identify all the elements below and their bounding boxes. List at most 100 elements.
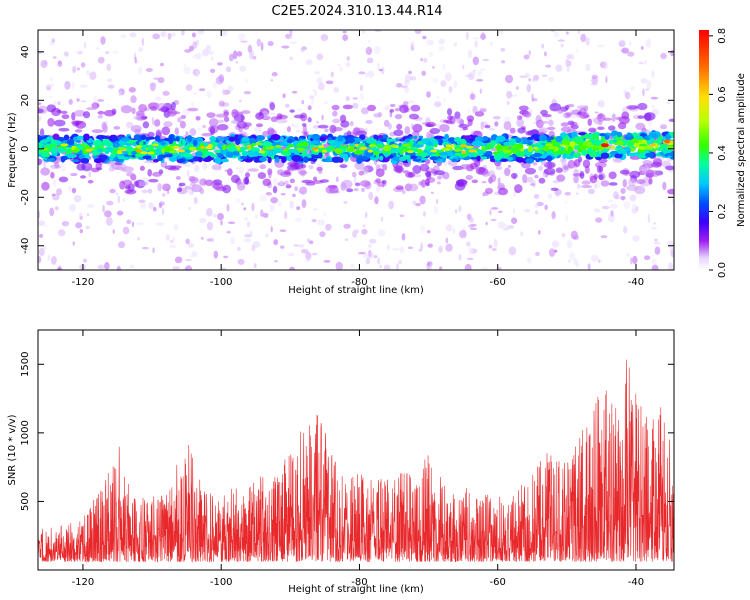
heatmap-band-cell: [67, 153, 72, 159]
heatmap-hotspot: [60, 143, 69, 147]
heatmap-halo-cell: [178, 182, 186, 187]
heatmap-band-cell: [255, 134, 266, 141]
heatmap-speck: [188, 206, 191, 210]
heatmap-halo-cell: [248, 168, 259, 172]
heatmap-speck: [311, 89, 316, 92]
heatmap-speck: [668, 262, 674, 270]
heatmap-speck: [252, 55, 257, 60]
heatmap-band-cell: [434, 135, 442, 140]
heatmap-speck: [408, 70, 412, 75]
heatmap-halo-cell: [294, 186, 299, 192]
heatmap-speck: [462, 64, 465, 70]
snr-x-axis-label: Height of straight line (km): [288, 584, 424, 595]
heatmap-speck: [404, 86, 409, 94]
heatmap-band-cell: [41, 151, 49, 158]
heatmap-band-cell: [365, 137, 376, 144]
heatmap-band-cell: [249, 137, 257, 145]
heatmap-band-cell: [272, 148, 283, 154]
heatmap-speck: [156, 222, 164, 226]
heatmap-hotspot: [532, 146, 539, 150]
heatmap-speck: [289, 200, 295, 209]
heatmap-speck: [503, 116, 512, 124]
heatmap-band-cell: [204, 151, 214, 156]
x-tick-label: -80: [351, 277, 367, 288]
heatmap-speck: [383, 264, 391, 270]
heatmap-halo-cell: [651, 161, 662, 168]
heatmap-speck: [436, 95, 440, 100]
heatmap-halo-cell: [303, 131, 308, 137]
heatmap-band-cell: [319, 137, 326, 142]
heatmap-speck: [260, 41, 264, 51]
heatmap-halo-cell: [608, 182, 618, 186]
heatmap-band-cell: [585, 143, 592, 148]
heatmap-speck: [477, 70, 483, 77]
heatmap-band-cell: [402, 154, 411, 160]
heatmap-band-cell: [476, 155, 481, 162]
heatmap-halo-cell: [479, 108, 487, 113]
heatmap-halo-cell: [209, 126, 216, 135]
heatmap-band-cell: [67, 138, 75, 146]
y-tick-label: 1500: [20, 352, 31, 377]
heatmap-band-cell: [572, 152, 582, 158]
heatmap-halo-cell: [648, 177, 653, 185]
heatmap-speck: [282, 93, 286, 99]
heatmap-speck: [467, 49, 473, 59]
heatmap-speck: [115, 192, 119, 195]
heatmap-speck: [44, 224, 48, 228]
heatmap-speck: [104, 262, 110, 270]
heatmap-speck: [63, 51, 69, 57]
heatmap-speck: [469, 219, 474, 224]
heatmap-speck: [472, 56, 480, 66]
heatmap-halo-cell: [587, 118, 592, 127]
heatmap-halo-cell: [547, 126, 556, 130]
heatmap-speck: [107, 84, 115, 89]
heatmap-speck: [550, 30, 556, 33]
heatmap-speck: [597, 44, 605, 48]
heatmap-halo-cell: [201, 132, 213, 137]
heatmap-speck: [269, 203, 275, 212]
heatmap-halo-cell: [255, 123, 264, 128]
heatmap-speck: [544, 204, 548, 211]
heatmap-speck: [538, 230, 541, 235]
heatmap-speck: [545, 64, 552, 68]
heatmap-halo-cell: [389, 108, 395, 113]
heatmap-speck: [365, 257, 371, 265]
heatmap-band-cell: [507, 157, 514, 161]
heatmap-speck: [160, 31, 167, 37]
heatmap-halo-cell: [637, 102, 648, 111]
heatmap-halo-cell: [108, 166, 116, 172]
heatmap-speck: [601, 205, 610, 210]
heatmap-halo-cell: [289, 162, 301, 170]
heatmap-halo-cell: [111, 108, 117, 115]
heatmap-halo-cell: [579, 111, 590, 119]
heatmap-band-cell: [553, 146, 558, 150]
heatmap-halo-cell: [257, 172, 267, 180]
heatmap-speck: [160, 62, 164, 67]
heatmap-halo-cell: [419, 163, 430, 172]
heatmap-speck: [548, 77, 555, 82]
heatmap-halo-cell: [375, 168, 385, 177]
heatmap-speck: [314, 71, 320, 74]
heatmap-halo-cell: [223, 116, 230, 123]
heatmap-halo-cell: [537, 120, 549, 124]
heatmap-speck: [458, 205, 462, 213]
heatmap-speck: [78, 212, 83, 218]
heatmap-speck: [289, 56, 294, 60]
heatmap-halo-cell: [555, 167, 563, 174]
heatmap-speck: [130, 95, 137, 104]
heatmap-halo-cell: [425, 170, 432, 178]
heatmap-band-cell: [240, 146, 246, 153]
heatmap-speck: [541, 74, 548, 77]
heatmap-band-cell: [377, 135, 383, 139]
heatmap-halo-cell: [538, 177, 546, 184]
heatmap-speck: [491, 248, 497, 252]
heatmap-speck: [651, 258, 657, 265]
x-tick-label: -40: [628, 577, 644, 588]
heatmap-halo-cell: [447, 115, 453, 121]
heatmap-band-cell: [353, 150, 364, 155]
heatmap-halo-cell: [317, 124, 329, 129]
heatmap-speck: [407, 246, 414, 250]
heatmap-speck: [268, 112, 275, 115]
heatmap-speck: [468, 246, 474, 256]
heatmap-speck: [620, 195, 626, 201]
